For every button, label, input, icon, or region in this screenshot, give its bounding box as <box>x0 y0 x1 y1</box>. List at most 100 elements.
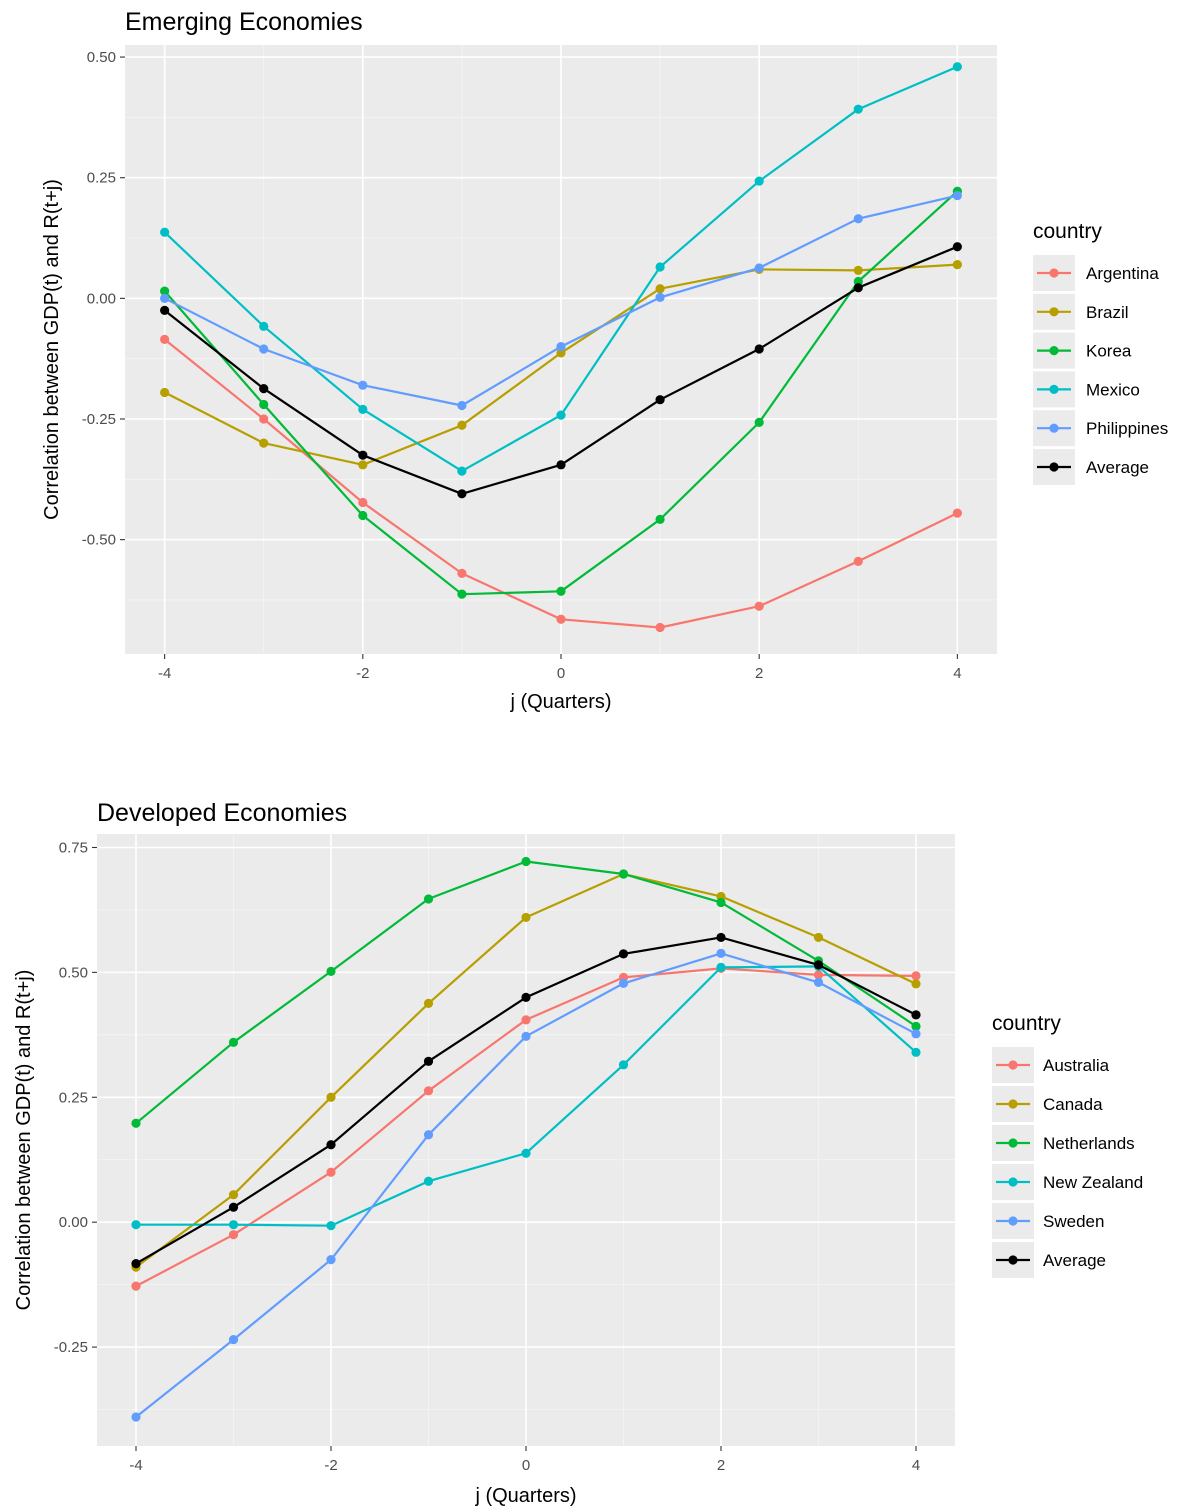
y-tick-label: 0.75 <box>59 839 88 856</box>
data-point-korea <box>556 586 566 596</box>
data-point-new-zealand <box>521 1148 531 1158</box>
legend-key-point-average <box>1008 1255 1018 1265</box>
data-point-argentina <box>952 508 962 518</box>
legend-key-point-brazil <box>1049 307 1059 317</box>
y-tick-label: 0.50 <box>59 964 88 981</box>
data-point-mexico <box>358 404 368 414</box>
data-point-philippines <box>556 342 566 352</box>
data-point-sweden <box>813 977 824 987</box>
data-point-argentina <box>358 497 368 508</box>
data-point-canada <box>423 998 434 1008</box>
x-tick-label: 0 <box>557 665 565 682</box>
x-tick-label: -4 <box>129 1457 142 1474</box>
data-point-canada <box>813 932 824 943</box>
data-point-korea <box>457 589 467 599</box>
data-point-mexico <box>853 104 863 114</box>
x-tick-label: 2 <box>717 1457 725 1474</box>
data-point-sweden <box>423 1130 434 1140</box>
data-point-sweden <box>521 1031 531 1041</box>
legend-label-new-zealand: New Zealand <box>1043 1173 1143 1192</box>
data-point-sweden <box>228 1334 239 1345</box>
y-axis-title: Correlation between GDP(t) and R(t+j) <box>13 970 35 1311</box>
data-point-new-zealand <box>716 962 726 972</box>
data-point-canada <box>326 1092 336 1102</box>
data-point-netherlands <box>911 1021 921 1031</box>
data-point-netherlands <box>716 897 726 908</box>
data-point-argentina <box>160 334 170 344</box>
legend-label-korea: Korea <box>1086 342 1132 361</box>
data-point-average <box>618 949 629 959</box>
data-point-philippines <box>754 263 764 273</box>
data-point-australia <box>131 1281 141 1291</box>
data-point-average <box>813 960 824 970</box>
data-point-average <box>952 242 962 252</box>
data-point-korea <box>160 286 170 296</box>
data-point-argentina <box>853 556 863 566</box>
x-tick-label: 4 <box>953 665 961 682</box>
legend-key-point-philippines <box>1049 423 1059 433</box>
data-point-korea <box>259 399 269 410</box>
y-tick-label: -0.25 <box>54 1339 88 1356</box>
data-point-philippines <box>853 214 863 224</box>
data-point-brazil <box>358 460 368 470</box>
data-point-korea <box>358 510 368 521</box>
y-tick-label: 0.25 <box>59 1089 88 1106</box>
data-point-sweden <box>618 978 629 988</box>
data-point-netherlands <box>228 1037 239 1047</box>
data-point-mexico <box>556 410 566 420</box>
legend-key-point-korea <box>1049 346 1059 356</box>
y-tick-label: 0.25 <box>87 170 116 187</box>
data-point-sweden <box>911 1029 921 1039</box>
data-point-average <box>754 344 764 354</box>
data-point-netherlands <box>131 1118 141 1128</box>
data-point-average <box>655 395 665 405</box>
data-point-average <box>131 1259 141 1269</box>
data-point-philippines <box>655 292 665 302</box>
legend-label-argentina: Argentina <box>1086 264 1159 283</box>
legend-label-average: Average <box>1086 458 1149 477</box>
data-point-korea <box>655 514 665 524</box>
legend-label-netherlands: Netherlands <box>1043 1134 1135 1153</box>
data-point-average <box>259 383 269 394</box>
data-point-brazil <box>457 420 467 430</box>
y-tick-label: -0.50 <box>82 532 116 549</box>
data-point-brazil <box>259 438 269 448</box>
y-tick-label: 0.00 <box>59 1214 88 1231</box>
data-point-philippines <box>358 380 368 390</box>
data-point-average <box>911 1010 921 1020</box>
data-point-australia <box>813 970 824 980</box>
data-point-average <box>326 1140 336 1150</box>
legend-title: country <box>992 1012 1061 1035</box>
legend-key-point-canada <box>1008 1099 1018 1109</box>
data-point-average <box>716 932 726 943</box>
data-point-average <box>228 1202 239 1212</box>
legend-key-point-mexico <box>1049 384 1059 394</box>
data-point-new-zealand <box>131 1220 141 1230</box>
data-point-mexico <box>259 321 269 331</box>
data-point-sweden <box>326 1255 336 1265</box>
data-point-new-zealand <box>326 1221 336 1231</box>
x-tick-label: -4 <box>158 665 171 682</box>
data-point-average <box>556 460 566 470</box>
data-point-brazil <box>655 284 665 294</box>
data-point-australia <box>326 1167 336 1177</box>
data-point-mexico <box>457 466 467 476</box>
legend-key-point-new-zealand <box>1008 1177 1018 1187</box>
data-point-korea <box>754 417 764 427</box>
data-point-mexico <box>160 227 170 237</box>
data-point-australia <box>228 1230 239 1240</box>
data-point-new-zealand <box>423 1176 434 1186</box>
legend-label-sweden: Sweden <box>1043 1212 1104 1231</box>
x-tick-label: 2 <box>755 665 763 682</box>
data-point-brazil <box>160 387 170 398</box>
emerging-economies-chart: Emerging Economies -4 -2 0 2 4 0.50 0.25 0.00 -0.… <box>41 8 1168 713</box>
legend-key-point-average <box>1049 462 1059 472</box>
chart-title: Emerging Economies <box>125 8 363 36</box>
data-point-sweden <box>131 1412 141 1422</box>
data-point-new-zealand <box>911 1047 921 1057</box>
legend-key-point-australia <box>1008 1060 1018 1070</box>
legend-label-australia: Australia <box>1043 1056 1110 1075</box>
data-point-netherlands <box>423 894 434 904</box>
legend-label-mexico: Mexico <box>1086 380 1140 399</box>
data-point-australia <box>423 1086 434 1096</box>
